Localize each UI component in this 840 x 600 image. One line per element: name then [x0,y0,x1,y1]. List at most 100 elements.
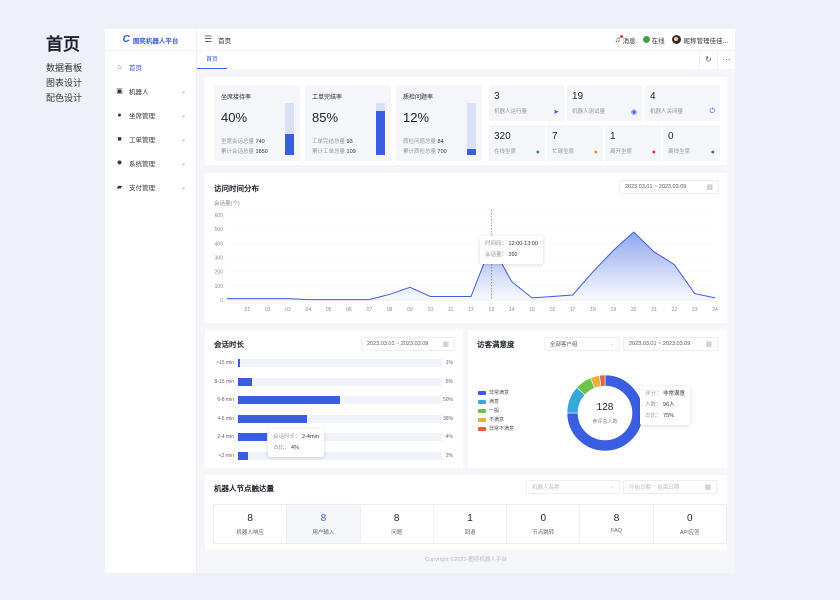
node-stat[interactable]: 8 FAQ [580,505,654,543]
date-range-picker[interactable]: 2023.03.01 ~ 2023.03.09 ▦ [623,337,718,351]
node-label: 机器人响应 [236,530,264,536]
stat-card: 7 忙碌坐席 ● [547,125,603,161]
kpi-line-label: 累计会话总量 [221,149,255,155]
chevron-down-icon: ⌄ [180,112,186,119]
node-reach-panel: 机器人节点触达量 机器人名称 ⌄ 开始日期 ~ 结束日期 ▦ 8 机器人响应 8 用户输… [205,475,727,550]
legend-label: 满意 [489,399,500,405]
node-stat[interactable]: 8 问题 [361,505,434,543]
legend-label: 非常满意 [489,390,510,396]
date-range-picker[interactable]: 2023.03.01 ~ 2023.03.09 ▦ [361,337,455,351]
legend-label: 一般 [489,408,500,414]
legend-swatch [478,408,486,413]
node-value: 8 [613,513,620,524]
node-label: 回退 [464,530,476,536]
outline-item[interactable]: 图表设计 [46,78,83,88]
sidebar-item-system[interactable]: ✹ 系统管理 ⌄ [105,151,196,175]
outline-item[interactable]: 配色设计 [46,93,83,103]
robot-name-select[interactable]: 机器人名称 ⌄ [526,480,620,494]
stat-card: 0 离线坐席 ● [663,125,720,161]
legend-item[interactable]: 非常不满意 [478,424,514,433]
bar-row: <2 min 2% [205,451,463,461]
sidebar-item-payment[interactable]: ▰ 支付管理 ⌄ [105,175,196,199]
menu-toggle-icon[interactable]: ☰ [204,34,213,44]
kpi-title: 质检问题率 [403,95,434,101]
kpi-panel: 坐席接待率 40% 坐席会话总量 740 累计会话总量 1850 工单完结率 8… [205,77,727,165]
more-icon[interactable]: ⋯ [717,51,735,69]
kpi-value: 85% [312,110,339,125]
messages-label: 消息 [622,37,636,45]
bar[interactable] [238,433,267,441]
tooltip-value: 4% [291,445,299,451]
tooltip-key: 会话量： [485,252,508,258]
main-content: 坐席接待率 40% 坐席会话总量 740 累计会话总量 1850 工单完结率 8… [197,69,735,573]
bar-category-label: 2-4 min [217,434,234,440]
customer-group-select[interactable]: 全部客户组 ⌄ [544,337,620,351]
stat-value: 320 [494,131,511,142]
date-range-text: 2023.03.01 ~ 2023.03.09 [367,341,429,347]
sidebar-item-robot[interactable]: ▣ 机器人 ⌄ [105,79,196,103]
date-separator: ~ [652,484,656,490]
user-menu[interactable]: 昵称管理佳佳... [671,35,728,45]
date-range-picker[interactable]: 2023.03.01 ~ 2023.03.09 ▦ [619,180,719,194]
y-tick-label: 200 [215,270,224,276]
chevron-down-icon: ⌄ [609,484,614,490]
x-tick-label: 15 [529,307,535,313]
stat-label: 离线坐席 [668,149,691,155]
x-tick-label: 07 [367,307,373,313]
bar-value-label: 2% [445,452,453,459]
outline-item[interactable]: 数据看板 [46,63,83,73]
tab-home[interactable]: 首页 [197,51,228,69]
sidebar: C 图奕机器人平台 ⌂ 首页 ▣ 机器人 ⌄ ● 坐席管理 ⌄ ■ 工单管理 ⌄ ✹ 系统管理 ⌄ … [105,29,197,573]
node-stat[interactable]: 8 机器人响应 [214,505,288,543]
node-stat[interactable]: 0 节点跳转 [507,505,581,543]
bar-track [238,451,442,460]
kpi-line-label: 工单完结总量 [312,139,346,145]
offline-icon: ● [710,149,715,156]
gear-icon: ✹ [116,160,123,167]
chevron-down-icon: ⌄ [180,160,186,167]
node-value: 1 [467,513,473,524]
sidebar-item-tickets[interactable]: ■ 工单管理 ⌄ [105,127,196,151]
node-label: 问题 [391,530,403,536]
pie-slice [599,374,606,387]
tooltip-key: 会话时长： [273,434,301,440]
node-stat[interactable]: 1 回退 [434,505,508,543]
sidebar-item-label: 系统管理 [129,161,155,168]
legend-item[interactable]: 非常满意 [478,388,514,397]
satisfaction-panel: 访客满意度 全部客户组 ⌄ 2023.03.01 ~ 2023.03.09 ▦ 非常… [468,330,727,468]
bar[interactable] [238,396,340,404]
date-range-picker[interactable]: 开始日期 ~ 结束日期 ▦ [623,480,717,494]
stat-label: 在线坐席 [494,149,517,155]
node-stat[interactable]: 8 用户输入 [287,505,361,543]
sidebar-item-label: 支付管理 [129,185,155,192]
y-tick-label: 400 [215,241,224,247]
app-logo[interactable]: C 图奕机器人平台 [105,29,196,51]
user-icon: ● [117,111,122,119]
sidebar-item-label: 工单管理 [129,137,155,144]
tooltip-key: 评分： [645,391,662,397]
node-stats: 8 机器人响应 8 用户输入 8 问题 1 回退 0 节点跳转 8 FAQ 0 API应答 [213,504,727,544]
node-label: 节点跳转 [532,530,555,536]
sidebar-item-home[interactable]: ⌂ 首页 [105,55,196,79]
x-tick-label: 19 [611,307,617,313]
messages-button[interactable]: ♫ 消息 [615,35,636,45]
legend-item[interactable]: 一般 [478,406,514,415]
kpi-progress-bar [285,103,294,155]
bar[interactable] [238,414,308,423]
kpi-line: 累计会话总量 1850 [221,147,268,155]
busy-icon: ● [593,149,598,156]
visit-line-chart: 会话量(个) 0 100 200 300 400 500 600 01 02 03 04 05 06 07 0… [214,199,718,313]
legend-item[interactable]: 满意 [478,397,514,406]
refresh-icon[interactable]: ↻ [699,51,717,69]
kpi-line-label: 质检问题总量 [403,139,437,145]
node-stat[interactable]: 0 API应答 [654,505,726,543]
bar[interactable] [238,377,253,386]
panel-title: 访问时间分布 [214,184,259,193]
legend-item[interactable]: 不满意 [478,415,514,424]
bar[interactable] [238,359,241,367]
status-button[interactable]: 在线 [642,35,665,45]
tab-bar: 首页 ↻ ⋯ [197,51,735,69]
bar[interactable] [238,451,249,460]
breadcrumb: 首页 [218,37,232,45]
sidebar-item-agents[interactable]: ● 坐席管理 ⌄ [105,103,196,127]
